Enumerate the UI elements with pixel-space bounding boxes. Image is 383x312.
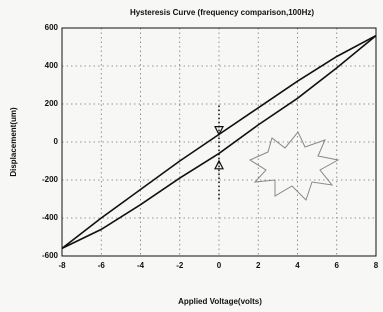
x-tick-label: 6 — [335, 261, 340, 270]
chart-title: Hysteresis Curve (frequency comparison,1… — [130, 8, 314, 17]
y-axis-label: Displacement(um) — [9, 107, 18, 177]
y-tick-label: 0 — [54, 137, 59, 146]
x-tick-label: 4 — [295, 261, 300, 270]
chart: Hysteresis Curve (frequency comparison,1… — [0, 0, 383, 312]
x-tick-label: -6 — [98, 261, 106, 270]
x-tick-label: 2 — [256, 261, 261, 270]
y-tick-label: -600 — [42, 251, 59, 260]
x-axis-label: Applied Voltage(volts) — [178, 297, 262, 306]
x-tick-label: -4 — [137, 261, 145, 270]
y-tick-label: 200 — [45, 99, 59, 108]
y-tick-label: -200 — [42, 175, 59, 184]
starburst — [250, 132, 338, 200]
x-tick-label: -2 — [176, 261, 184, 270]
y-tick-label: 400 — [45, 61, 59, 70]
x-tick-label: 8 — [374, 261, 379, 270]
x-tick-label: -8 — [58, 261, 66, 270]
x-tick-label: 0 — [217, 261, 222, 270]
y-tick-label: -400 — [42, 213, 59, 222]
y-tick-label: 600 — [45, 23, 59, 32]
